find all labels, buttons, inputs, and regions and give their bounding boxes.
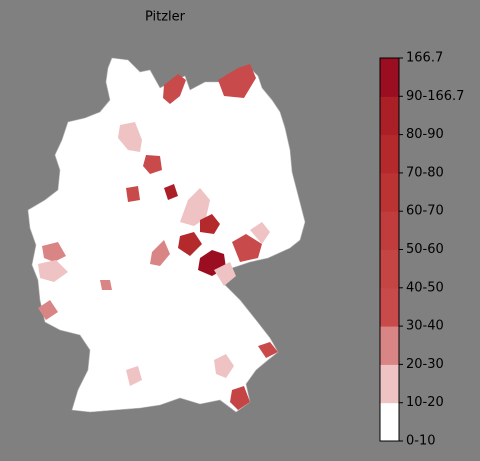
- region: [164, 184, 178, 200]
- colorbar-segment: [380, 287, 399, 327]
- region: [143, 155, 162, 174]
- colorbar-label: 10-20: [406, 395, 444, 410]
- colorbar-label: 50-60: [406, 242, 444, 257]
- region: [126, 186, 140, 202]
- map-title: Pitzler: [145, 10, 186, 25]
- region: [150, 240, 170, 266]
- region: [126, 366, 142, 386]
- region: [178, 232, 202, 256]
- region: [38, 260, 68, 282]
- germany-map: [27, 57, 306, 413]
- colorbar-label: 60-70: [406, 204, 444, 219]
- region: [163, 74, 186, 104]
- region: [258, 342, 278, 358]
- colorbar-label: 20-30: [406, 357, 444, 372]
- colorbar-label: 70-80: [406, 165, 444, 180]
- colorbar-segment: [380, 172, 399, 212]
- colorbar-segment: [380, 134, 399, 174]
- colorbar: 0-10 10-20 20-30 30-40 40-50 50-60 60-70 70-80 8…: [379, 51, 464, 449]
- colorbar-label: 30-40: [406, 319, 444, 334]
- region: [214, 354, 234, 378]
- colorbar-label: 166.7: [406, 51, 443, 66]
- colorbar-segment: [380, 211, 399, 250]
- colorbar-label: 90-166.7: [406, 89, 464, 104]
- region: [232, 234, 262, 262]
- region: [38, 300, 58, 320]
- colorbar-label: 80-90: [406, 127, 444, 142]
- colorbar-label: 40-50: [406, 280, 444, 295]
- region: [218, 64, 256, 98]
- region: [214, 262, 236, 286]
- colorbar-segment: [380, 402, 399, 442]
- region: [200, 214, 220, 234]
- colorbar-segment: [380, 249, 399, 289]
- colorbar-segment: [380, 364, 399, 404]
- colorbar-segment: [380, 96, 399, 136]
- colorbar-segment: [380, 326, 399, 365]
- region: [42, 242, 66, 262]
- region: [100, 280, 112, 290]
- region: [118, 122, 142, 152]
- region: [250, 222, 270, 244]
- region: [230, 386, 250, 410]
- colorbar-label: 0-10: [406, 434, 436, 449]
- region: [180, 188, 210, 226]
- colorbar-segment: [380, 58, 399, 97]
